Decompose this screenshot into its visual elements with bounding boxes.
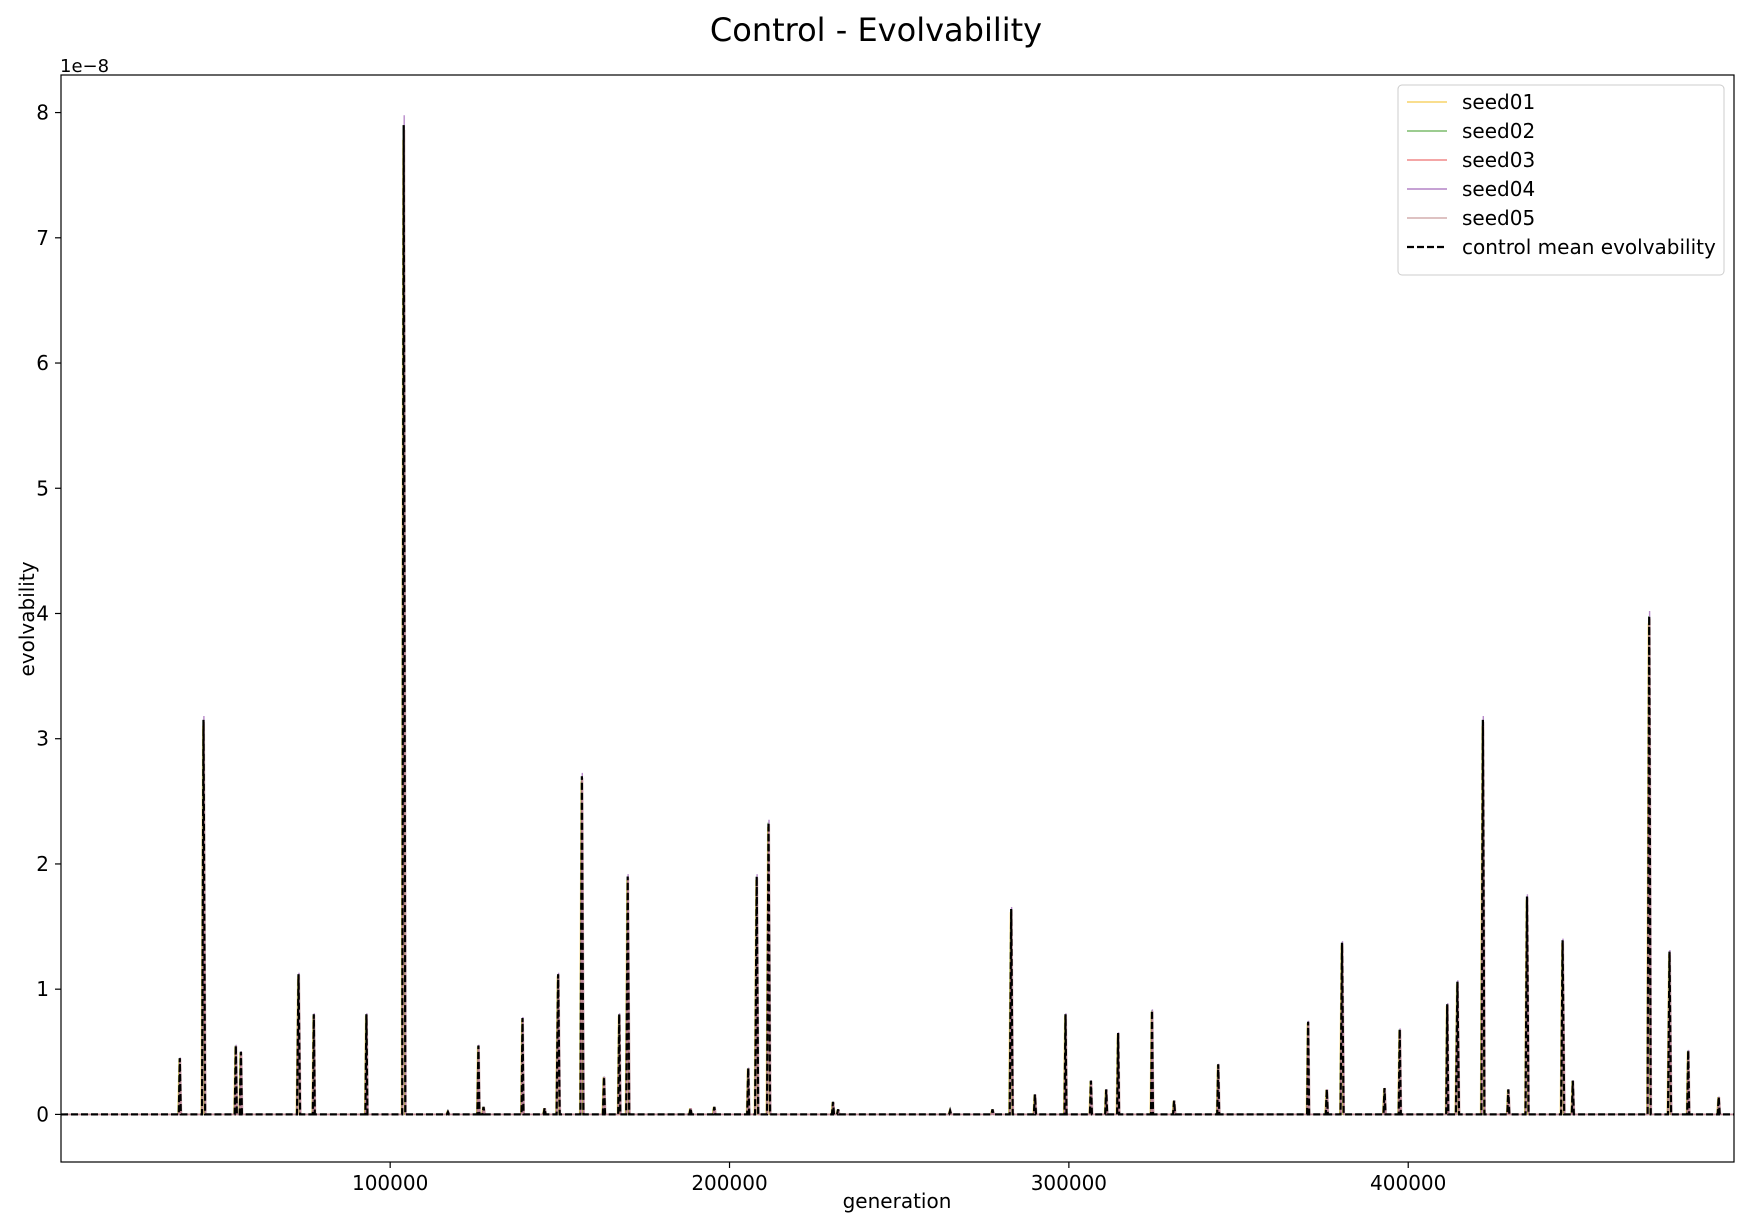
legend-box <box>1397 84 1725 276</box>
legend: seed01 seed02 seed03 seed04 seed05 control me… <box>1397 84 1725 276</box>
x-tick-label: 100000 <box>352 1171 428 1195</box>
y-tick-label: 8 <box>36 101 49 125</box>
y-tick-label: 2 <box>36 852 49 876</box>
y-tick-label: 5 <box>36 476 49 500</box>
x-tick-label: 200000 <box>691 1171 767 1195</box>
x-axis-label: generation <box>843 1189 952 1213</box>
y-tick-label: 7 <box>36 226 49 250</box>
y-offset-text: 1e−8 <box>60 56 109 77</box>
y-tick-label: 1 <box>36 977 49 1001</box>
x-tick-label: 400000 <box>1370 1171 1446 1195</box>
chart-title: Control - Evolvability <box>710 11 1042 49</box>
legend-label: seed03 <box>1462 148 1535 172</box>
y-axis-label: evolvability <box>15 561 39 676</box>
y-tick-label: 0 <box>36 1102 49 1126</box>
y-axis: 0 1 2 3 4 5 6 7 8 <box>36 101 61 1126</box>
y-tick-label: 3 <box>36 727 49 751</box>
x-axis: 100000 200000 300000 400000 <box>352 1162 1446 1195</box>
plot-area <box>61 115 1734 1116</box>
plot-frame <box>60 74 1735 1163</box>
legend-label: control mean evolvability <box>1462 235 1716 259</box>
x-tick-label: 300000 <box>1031 1171 1107 1195</box>
legend-label: seed04 <box>1462 177 1535 201</box>
legend-label: seed05 <box>1462 206 1535 230</box>
legend-label: seed01 <box>1462 90 1535 114</box>
series-line-mean <box>61 125 1734 1116</box>
legend-label: seed02 <box>1462 119 1535 143</box>
y-tick-label: 4 <box>36 601 49 625</box>
y-tick-label: 6 <box>36 351 49 375</box>
